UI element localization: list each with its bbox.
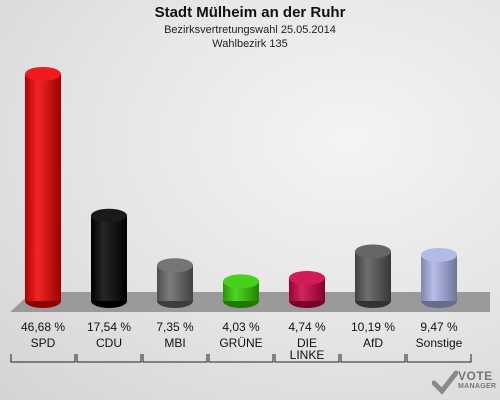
logo-text: VOTE [458,369,493,383]
value-label: 10,19 % [351,320,395,334]
category-label: Sonstige [416,336,463,350]
chart-subtitle-district: Wahlbezirk 135 [212,38,288,50]
checkmark-icon [432,370,458,395]
category-bracket [142,354,208,363]
bar-spd [25,67,61,308]
category-label: AfD [363,336,383,350]
category-bracket [406,354,472,363]
category-bracket [208,354,274,363]
logo-subtext: MANAGER [458,383,497,390]
bar-mbi [157,258,193,308]
category-bracket [76,354,142,363]
category-bracket [10,354,76,363]
chart-title: Stadt Mülheim an der Ruhr [154,4,346,21]
bar-cdu [91,208,127,308]
category-label: SPD [31,336,56,350]
vote-manager-logo: VOTE MANAGER [428,366,500,400]
category-label: DIE [297,336,317,350]
bar-afd [355,244,391,308]
value-label: 9,47 % [420,320,458,334]
category-label: CDU [96,336,122,350]
category-label: GRÜNE [219,336,262,350]
category-bracket [274,354,340,363]
chart-subtitle: Bezirksvertretungswahl 25.05.2014 [164,24,336,36]
value-label: 17,54 % [87,320,131,334]
value-label: 46,68 % [21,320,65,334]
bar-die-linke [289,270,325,308]
value-label: 4,03 % [222,320,260,334]
category-label: LINKE [290,348,325,362]
value-label: 4,74 % [288,320,326,334]
value-label: 7,35 % [156,320,194,334]
category-label: MBI [164,336,185,350]
bar-sonstige [421,247,457,308]
category-bracket [340,354,406,363]
bar-grüne [223,274,259,308]
